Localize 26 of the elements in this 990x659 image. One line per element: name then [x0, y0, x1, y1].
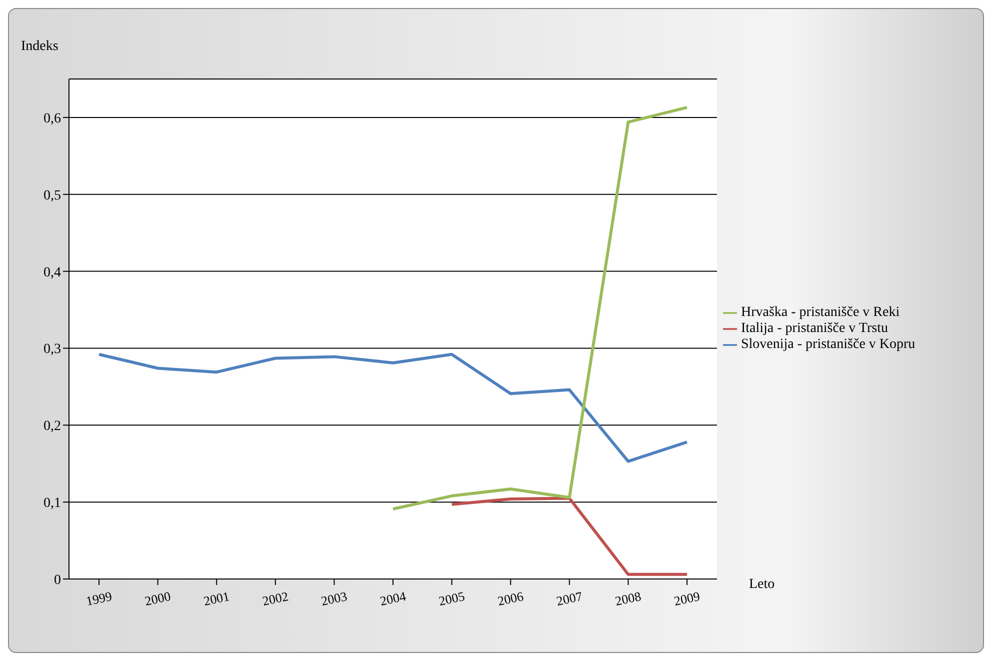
line-series: [450, 496, 688, 576]
x-tick-label: 2003: [320, 588, 348, 609]
x-tick-label: 2007: [555, 588, 584, 609]
x-tick-label: 2004: [378, 588, 408, 609]
x-tick-label: 2008: [614, 588, 642, 609]
x-tick-label: 2006: [496, 588, 526, 609]
y-axis-title: Indeks: [21, 39, 58, 55]
x-tick-label: 2001: [202, 588, 231, 609]
x-tick-label: 2009: [672, 588, 702, 609]
line-series: [98, 352, 688, 463]
x-axis-title: Leto: [749, 577, 775, 593]
x-tick-label: 2005: [437, 588, 466, 609]
y-tick-label: 0: [54, 572, 61, 588]
x-tick-label: 1999: [84, 588, 114, 609]
y-tick-label: 0,6: [44, 111, 61, 126]
y-tick-label: 0,5: [44, 188, 61, 204]
x-tick-label: 2000: [143, 588, 172, 609]
legend-label: Hrvaška - pristanišče v Reki: [741, 305, 900, 320]
x-tick-label: 2002: [261, 588, 290, 609]
legend-label: Slovenija - pristanišče v Kopru: [741, 337, 916, 352]
y-tick-label: 0,2: [44, 419, 61, 434]
y-tick-label: 0,1: [44, 496, 61, 512]
legend-label: Italija - pristanišče v Trstu: [741, 321, 888, 336]
y-tick-label: 0,3: [44, 342, 61, 358]
y-tick-label: 0,4: [44, 265, 61, 280]
line-series: [392, 106, 688, 510]
